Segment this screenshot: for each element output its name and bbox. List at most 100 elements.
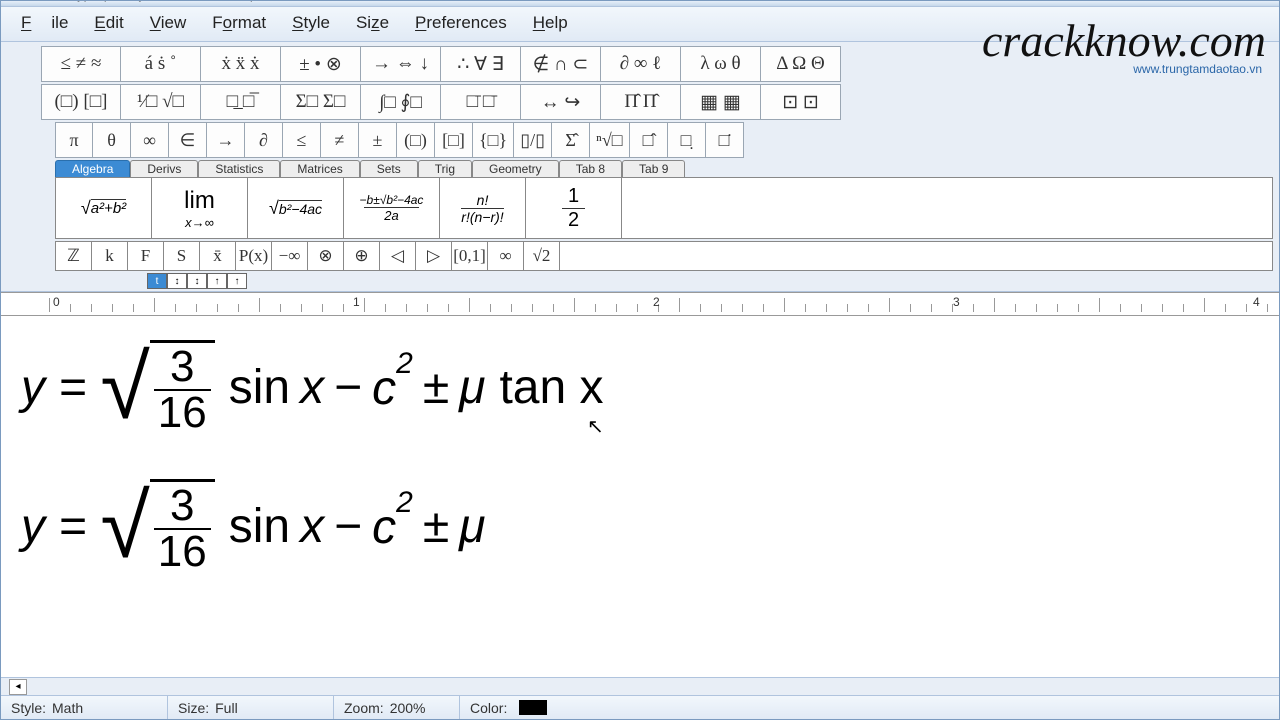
arrows-long-icon[interactable]: ↔ ↪ — [521, 84, 601, 120]
oplus-icon[interactable]: ⊕ — [344, 242, 380, 270]
fracroot-icon[interactable]: ¹⁄□ √□ — [121, 84, 201, 120]
var-x: x — [300, 364, 324, 412]
relations-icon[interactable]: ≤ ≠ ≈ — [41, 46, 121, 82]
tab-sets[interactable]: Sets — [360, 160, 418, 177]
setops-icon[interactable]: ∉ ∩ ⊂ — [521, 46, 601, 82]
minus-inf-icon[interactable]: −∞ — [272, 242, 308, 270]
s-icon[interactable]: S — [164, 242, 200, 270]
tab-matrices[interactable]: Matrices — [280, 160, 359, 177]
status-size[interactable]: Size: Full — [167, 696, 333, 719]
plusminus-icon[interactable]: ± • ⊗ — [281, 46, 361, 82]
frac-den: 16 — [154, 389, 211, 435]
tab-tab-8[interactable]: Tab 8 — [559, 160, 622, 177]
statusbar: Style: Math Size: Full Zoom: 200% Color: — [1, 695, 1279, 719]
menu-size[interactable]: Size — [346, 11, 399, 35]
prod-icon[interactable]: Π̂ Π̂ — [601, 84, 681, 120]
integral-icon[interactable]: ∫□ ∮□ — [361, 84, 441, 120]
tab-trig[interactable]: Trig — [418, 160, 472, 177]
xbar-icon[interactable]: x̄ — [200, 242, 236, 270]
f-icon[interactable]: F — [128, 242, 164, 270]
arrow-right-icon[interactable]: → — [207, 122, 245, 158]
pr-icon[interactable]: P(x) — [236, 242, 272, 270]
frac-num: 3 — [170, 484, 194, 528]
theta-icon[interactable]: θ — [93, 122, 131, 158]
nroot-icon[interactable]: ⁿ√□ — [590, 122, 629, 158]
matrix-icon[interactable]: ▦ ▦ — [681, 84, 761, 120]
tab-geometry[interactable]: Geometry — [472, 160, 559, 177]
status-zoom[interactable]: Zoom: 200% — [333, 696, 459, 719]
paren-icon[interactable]: (□) — [397, 122, 435, 158]
equation-editor[interactable]: y = √ 3 16 sin x − c2 ± μ tan x ↖ y = √ … — [1, 316, 1279, 677]
therefore-icon[interactable]: ∴ ∀ ∃ — [441, 46, 521, 82]
mini-tab-5[interactable]: ↑ — [227, 273, 247, 289]
menu-format[interactable]: Format — [202, 11, 276, 35]
brace-icon[interactable]: {□} — [473, 122, 514, 158]
hatvec-icon[interactable]: ẋ ẍ ẋ — [201, 46, 281, 82]
otimes-icon[interactable]: ⊗ — [308, 242, 344, 270]
calculus-icon[interactable]: ∂ ∞ ℓ — [601, 46, 681, 82]
tab-derivs[interactable]: Derivs — [130, 160, 198, 177]
template-half[interactable]: 12 — [526, 178, 622, 238]
greek-upper-icon[interactable]: Δ Ω Θ — [761, 46, 841, 82]
fences-icon[interactable]: (□) [□] — [41, 84, 121, 120]
tab-algebra[interactable]: Algebra — [55, 160, 130, 177]
fn-tan: tan x — [499, 364, 603, 412]
equation-1[interactable]: y = √ 3 16 sin x − c2 ± μ tan x — [21, 340, 1259, 435]
status-color[interactable]: Color: — [459, 696, 557, 719]
horizontal-scroll[interactable]: ◂ — [1, 677, 1279, 695]
mini-tab-1[interactable]: t — [147, 273, 167, 289]
subsup-icon[interactable]: □̲ □̅ — [201, 84, 281, 120]
elementof-icon[interactable]: ∈ — [169, 122, 207, 158]
menu-view[interactable]: View — [140, 11, 197, 35]
op-minus: − — [334, 503, 362, 551]
equation-tabs: AlgebraDerivsStatisticsMatricesSetsTrigG… — [55, 160, 1273, 177]
menu-help[interactable]: Help — [523, 11, 578, 35]
status-style[interactable]: Style: Math — [1, 696, 167, 719]
partial-icon[interactable]: ∂ — [245, 122, 283, 158]
template-empty[interactable] — [622, 178, 1272, 238]
mini-tab-2[interactable]: ↕ — [167, 273, 187, 289]
toolbar-area: ≤ ≠ ≈á ṡ ˚ẋ ẍ ẋ± • ⊗→ ⇔ ↓∴ ∀ ∃∉ ∩ ⊂∂ ∞ ℓ… — [1, 42, 1279, 292]
bracket-icon[interactable]: [□] — [435, 122, 473, 158]
mini-tab-4[interactable]: ↑ — [207, 273, 227, 289]
tab-statistics[interactable]: Statistics — [198, 160, 280, 177]
menu-edit[interactable]: Edit — [84, 11, 133, 35]
neq-icon[interactable]: ≠ — [321, 122, 359, 158]
frac-icon[interactable]: ▯/▯ — [514, 122, 552, 158]
hatbox-icon[interactable]: □̂ — [630, 122, 668, 158]
template-quadratic-root[interactable]: √b²−4ac — [248, 178, 344, 238]
equation-2[interactable]: y = √ 3 16 sin x − c2 ± μ — [21, 479, 1259, 574]
pm-icon[interactable]: ± — [359, 122, 397, 158]
sqrt2-icon[interactable]: √2 — [524, 242, 560, 270]
interval-icon[interactable]: [0,1] — [452, 242, 488, 270]
ruler[interactable]: 01234 — [1, 292, 1279, 316]
watermark-text: crackknow.com — [982, 14, 1266, 67]
k-icon[interactable]: k — [92, 242, 128, 270]
scroll-left-button[interactable]: ◂ — [9, 679, 27, 695]
overbar-icon[interactable]: □̄ □̄ — [441, 84, 521, 120]
infinity-icon[interactable]: ∞ — [131, 122, 169, 158]
template-icon[interactable]: ⊡ ⊡ — [761, 84, 841, 120]
z-icon[interactable]: ℤ — [56, 242, 92, 270]
tab-tab-9[interactable]: Tab 9 — [622, 160, 685, 177]
menu-style[interactable]: Style — [282, 11, 340, 35]
template-quadratic-formula[interactable]: −b±√b²−4ac2a — [344, 178, 440, 238]
template-pythag[interactable]: √a²+b² — [56, 178, 152, 238]
mini-tab-3[interactable]: ↕ — [187, 273, 207, 289]
pi-icon[interactable]: π — [55, 122, 93, 158]
greek-lower-icon[interactable]: λ ω θ — [681, 46, 761, 82]
accents-icon[interactable]: á ṡ ˚ — [121, 46, 201, 82]
arrows-icon[interactable]: → ⇔ ↓ — [361, 46, 441, 82]
template-limit[interactable]: limx→∞ — [152, 178, 248, 238]
box-down-icon[interactable]: □̇ — [706, 122, 744, 158]
menu-preferences[interactable]: Preferences — [405, 11, 517, 35]
inf-icon[interactable]: ∞ — [488, 242, 524, 270]
box-up-icon[interactable]: □̣ — [668, 122, 706, 158]
menu-file[interactable]: File — [11, 11, 78, 35]
sum-icon[interactable]: Σ□ Σ□ — [281, 84, 361, 120]
sumlim-icon[interactable]: Σ̂ — [552, 122, 590, 158]
leq-icon[interactable]: ≤ — [283, 122, 321, 158]
tri-left-icon[interactable]: ◁ — [380, 242, 416, 270]
template-combination[interactable]: n!r!(n−r)! — [440, 178, 526, 238]
tri-right-icon[interactable]: ▷ — [416, 242, 452, 270]
